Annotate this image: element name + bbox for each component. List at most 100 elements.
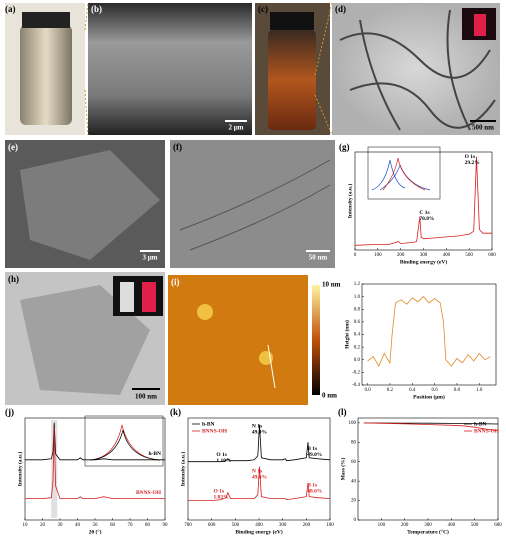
y-tick-label: 60 — [351, 460, 357, 465]
x-axis-label: 2θ (°) — [89, 528, 102, 535]
series-line — [363, 422, 499, 431]
scale-bar — [225, 120, 247, 122]
x-tick-label: 700 — [184, 523, 192, 528]
series-line — [188, 424, 331, 463]
x-tick-label: 40 — [75, 523, 81, 528]
panel-label: (c) — [258, 4, 268, 14]
x-tick-label: 0.4 — [409, 388, 416, 393]
series-line — [367, 296, 491, 367]
x-tick-label: 0.2 — [387, 388, 394, 393]
y-tick-label: 20 — [351, 499, 357, 504]
x-tick-label: 90 — [163, 523, 169, 528]
annotation: 49.6% — [252, 474, 267, 480]
x-tick-label: 100 — [378, 523, 386, 528]
annotation: B 1s — [307, 483, 317, 489]
y-tick-label: 0.6 — [354, 320, 361, 325]
y-axis-label: Mass (%) — [339, 457, 346, 480]
x-tick-label: 100 — [374, 253, 382, 258]
y-tick-label: 0 — [354, 518, 357, 523]
y-tick-label: 0.2 — [354, 345, 361, 350]
x-tick-label: 600 — [494, 523, 502, 528]
fibers — [339, 9, 496, 131]
inset-curves — [89, 429, 161, 461]
y-tick-label: 0.8 — [354, 307, 361, 312]
annotation: 29.2% — [465, 160, 480, 166]
x-tick-label: 0 — [354, 253, 357, 258]
x-tick-label: 50 — [93, 523, 99, 528]
x-tick-label: 200 — [303, 523, 311, 528]
layers — [179, 159, 331, 251]
scale-label: 50 nm — [309, 254, 328, 262]
scale-label: 3 μm — [142, 254, 157, 262]
x-tick-label: 80 — [145, 523, 151, 528]
y-axis-label: Intensity (a.u.) — [346, 184, 353, 219]
x-tick-label: 500 — [471, 523, 479, 528]
panel-label: (f) — [173, 142, 182, 152]
x-tick-label: 400 — [448, 523, 456, 528]
series-line — [25, 422, 165, 461]
sheet — [20, 150, 160, 260]
tem-f — [170, 140, 335, 268]
x-tick-label: 600 — [208, 523, 216, 528]
panel-label: (a) — [5, 4, 16, 14]
peak-band — [51, 420, 58, 518]
legend-label: BNNS-OH — [202, 428, 228, 434]
sem-b — [88, 3, 252, 135]
annotation: 1.82% — [214, 495, 229, 501]
x-tick-label: 300 — [420, 253, 428, 258]
x-tick-label: 500 — [465, 253, 473, 258]
vial-red — [268, 30, 316, 130]
x-tick-label: 30 — [58, 523, 64, 528]
profile-line — [267, 344, 276, 389]
series-label: h-BN — [148, 451, 161, 457]
zoom-lines — [84, 2, 333, 136]
annotation: 70.8% — [419, 216, 434, 222]
panel-label: (d) — [335, 4, 346, 14]
x-tick-label: 0.0 — [364, 388, 371, 393]
y-tick-label: 1.0 — [354, 295, 361, 300]
x-axis-label: Position (μm) — [413, 393, 445, 400]
series-line — [188, 466, 331, 501]
scale-bar — [306, 250, 330, 252]
afm-i — [168, 275, 308, 405]
y-tick-label: 0.0 — [354, 358, 361, 363]
y-tick-label: 1.2 — [354, 282, 361, 287]
y-tick-label: -0.4 — [352, 383, 360, 388]
y-tick-label: -0.2 — [352, 371, 360, 376]
panel-label: (j) — [5, 407, 14, 417]
annotation: O 1s — [214, 489, 225, 495]
panel-label: (h) — [8, 274, 19, 284]
plot-frame — [361, 283, 497, 386]
x-tick-label: 600 — [488, 253, 496, 258]
legend-label: h-BN — [474, 421, 487, 427]
x-axis-label: Temperature (°C) — [407, 528, 449, 535]
vial-clear — [120, 282, 134, 312]
series-line — [354, 156, 492, 246]
y-tick-label: 80 — [351, 440, 357, 445]
scale-bar — [140, 250, 160, 252]
series-label: BNNS-OH — [136, 490, 162, 496]
vial-cap — [22, 12, 70, 28]
x-tick-label: 1.0 — [476, 388, 483, 393]
colorbar-label: 0 nm — [322, 392, 337, 400]
y-tick-label: 40 — [351, 479, 357, 484]
annotation: B 1s — [307, 446, 317, 452]
y-axis-label: Intensity (a.u.) — [16, 452, 23, 487]
series-line — [363, 422, 499, 425]
x-tick-label: 10 — [23, 523, 29, 528]
y-axis-label: Height (nm) — [343, 320, 350, 349]
inset-j — [84, 415, 164, 467]
scale-label: 2 μm — [228, 124, 243, 132]
x-tick-label: 400 — [255, 523, 263, 528]
x-tick-label: 300 — [424, 523, 432, 528]
panel-label: (e) — [8, 142, 18, 152]
annotation: 48.6% — [307, 489, 322, 495]
x-tick-label: 500 — [232, 523, 240, 528]
legend-label: h-BN — [202, 421, 215, 427]
vial-glow — [142, 282, 156, 312]
panel-label: (b) — [91, 4, 102, 14]
x-axis-label: Binding energy (eV) — [400, 258, 448, 265]
legend-label: BNNS-OH — [474, 428, 500, 434]
afm-flake — [197, 304, 213, 320]
annotation: N 1s — [252, 423, 262, 429]
